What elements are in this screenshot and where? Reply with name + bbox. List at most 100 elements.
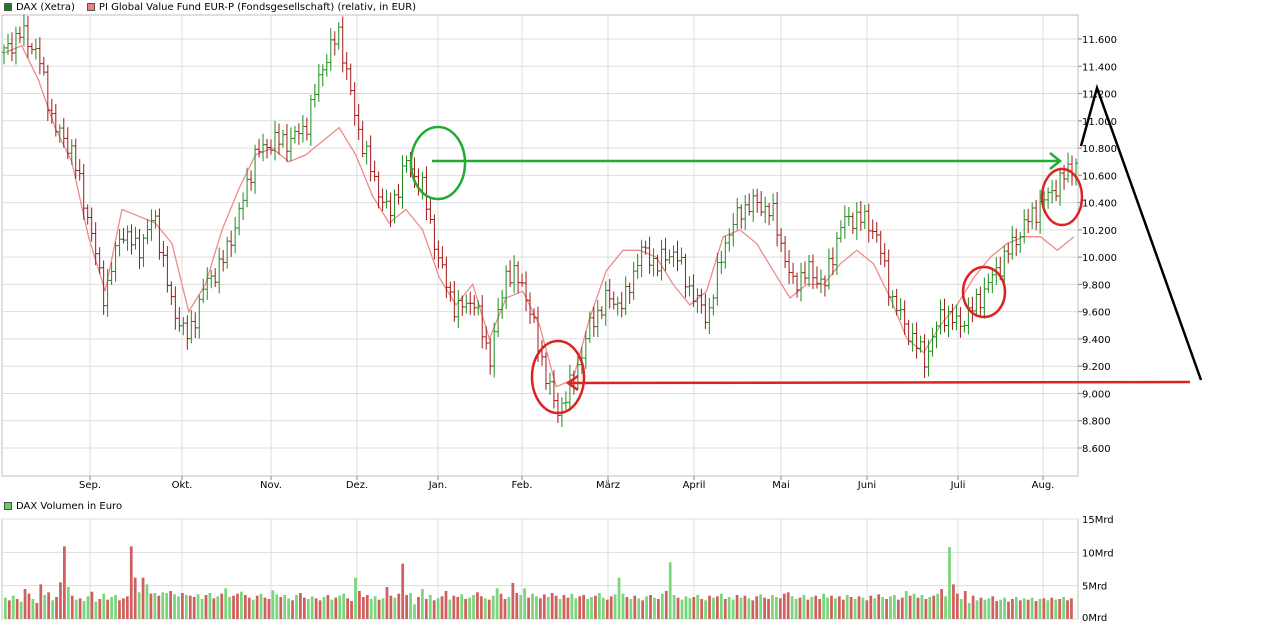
legend-item-dax: DAX (Xetra)	[4, 2, 75, 13]
dax-ohlc-bar	[452, 281, 457, 322]
dax-ohlc-bar	[292, 125, 297, 144]
volume-bar	[1022, 598, 1026, 619]
red-ellipse-august	[1040, 167, 1084, 227]
price-x-tick-label: Nov.	[260, 480, 282, 491]
volume-bar	[507, 597, 511, 619]
volume-bar	[413, 604, 416, 619]
volume-bar	[365, 595, 369, 619]
volume-bar	[192, 597, 196, 619]
green-arrow-head	[1049, 152, 1063, 170]
volume-bar	[94, 601, 98, 619]
dax-ohlc-bar	[141, 234, 146, 267]
volume-bar	[594, 595, 597, 619]
dax-ohlc-bar	[69, 139, 74, 165]
volume-bar	[310, 596, 314, 619]
legend-item-fund: PI Global Value Fund EUR-P (Fondsgesells…	[86, 1, 417, 13]
volume-bar	[476, 592, 479, 619]
volume-bar	[999, 599, 1003, 619]
volume-bar	[114, 595, 117, 619]
dax-ohlc-bar	[759, 191, 764, 217]
volume-bar	[944, 596, 947, 619]
dax-ohlc-bar	[547, 372, 552, 396]
dax-ohlc-bar	[384, 189, 389, 209]
dax-ohlc-bar	[516, 261, 521, 294]
volume-bar	[826, 597, 829, 619]
dax-ohlc-bar	[344, 52, 349, 80]
dax-ohlc-bar	[862, 204, 867, 229]
dax-ohlc-bar	[551, 370, 556, 409]
dax-ohlc-bar	[320, 64, 325, 87]
dax-ohlc-bar	[655, 254, 660, 277]
volume-bar	[1030, 597, 1034, 619]
volume-bar	[672, 595, 676, 619]
red-arrow-line	[569, 380, 1191, 385]
volume-bar	[955, 593, 959, 619]
volume-bar	[377, 599, 381, 619]
volume-bar	[122, 598, 125, 619]
dax-ohlc-bar	[177, 307, 182, 332]
dax-ohlc-bar	[213, 268, 218, 288]
dax-ohlc-bar	[181, 316, 186, 336]
volume-bar	[625, 597, 629, 619]
volume-bar	[790, 596, 794, 619]
volume-bar	[857, 596, 861, 619]
price-y-tick-label: 9.800	[1082, 280, 1111, 291]
dax-ohlc-bar	[93, 222, 98, 266]
volume-bar	[877, 594, 881, 619]
volume-bar	[350, 601, 353, 619]
dax-ohlc-bar	[85, 204, 90, 225]
dax-ohlc-bar	[173, 286, 178, 330]
volume-bar	[853, 599, 857, 619]
volume-bar	[566, 597, 570, 619]
dax-ohlc-bar	[404, 155, 409, 173]
volume-bar	[291, 600, 294, 619]
volume-bar	[460, 594, 464, 619]
price-y-tick-label: 8.600	[1082, 444, 1111, 455]
volume-bar	[601, 597, 605, 619]
dax-ohlc-bar	[623, 276, 628, 316]
dax-ohlc-bar	[930, 327, 935, 357]
volume-bar	[869, 595, 873, 619]
dax-ohlc-bar	[137, 228, 142, 270]
dax-ohlc-bar	[217, 247, 222, 294]
volume-bar	[936, 593, 940, 619]
dax-ohlc-bar	[261, 133, 266, 162]
dax-ohlc-bar	[731, 213, 736, 247]
dax-ohlc-bar	[117, 229, 122, 257]
volume-bar	[15, 599, 19, 619]
dax-ohlc-bar	[555, 392, 560, 423]
volume-bar	[381, 598, 385, 619]
volume-bar	[771, 595, 774, 619]
volume-bar	[409, 593, 412, 619]
volume-bar	[688, 598, 692, 619]
volume-bar	[302, 597, 306, 619]
dax-ohlc-bar	[607, 278, 612, 309]
volume-bar	[830, 595, 833, 619]
volume-bar	[924, 599, 928, 619]
price-x-tick-label: Sep.	[79, 480, 101, 491]
dax-ohlc-bar	[460, 295, 465, 316]
volume-bar	[247, 597, 251, 619]
dax-ohlc-bar	[360, 120, 365, 158]
volume-bar	[487, 599, 491, 619]
dax-ohlc-bar	[631, 261, 636, 301]
volume-bar	[59, 582, 62, 619]
volume-bar	[700, 599, 704, 619]
volume-bar	[1038, 599, 1042, 619]
volume-bar	[259, 593, 263, 619]
dax-ohlc-bar	[771, 193, 776, 222]
legend-label-fund: PI Global Value Fund EUR-P (Fondsgesells…	[98, 1, 417, 13]
volume-bar	[881, 597, 884, 619]
volume-bar	[904, 591, 908, 619]
volume-bar	[641, 600, 645, 619]
volume-bar	[63, 546, 66, 619]
volume-bar	[157, 595, 161, 619]
dax-ohlc-bar	[25, 16, 30, 58]
volume-bar	[668, 562, 672, 619]
dax-ohlc-bar	[846, 206, 851, 227]
volume-bar	[90, 591, 94, 619]
volume-bar	[145, 584, 149, 619]
dax-ohlc-bar	[332, 31, 337, 56]
dax-ohlc-bar	[528, 292, 533, 324]
dax-ohlc-bar	[189, 309, 194, 344]
